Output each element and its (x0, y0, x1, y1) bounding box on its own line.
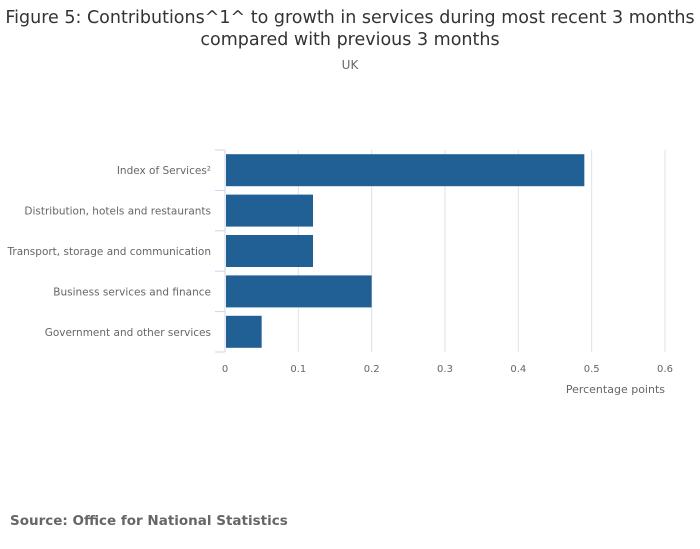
bar (226, 194, 313, 227)
category-label: Business services and finance (53, 286, 211, 298)
x-tick-label: 0.5 (584, 364, 600, 375)
x-tick-label: 0.6 (657, 364, 673, 375)
category-label: Distribution, hotels and restaurants (24, 206, 211, 218)
x-tick-label: 0.3 (437, 364, 453, 375)
chart-title: Figure 5: Contributions^1^ to growth in … (5, 8, 695, 50)
x-tick-label: 0.4 (510, 364, 526, 375)
x-tick-label: 0 (222, 364, 228, 375)
category-label: Index of Services² (117, 165, 211, 177)
x-tick-label: 0.1 (290, 364, 306, 375)
source-note: Source: Office for National Statistics (10, 513, 288, 529)
x-tick-label: 0.2 (364, 364, 380, 375)
category-label: Transport, storage and communication (7, 246, 211, 258)
bar (226, 235, 313, 267)
x-axis-title: Percentage points (566, 383, 665, 396)
bar (226, 154, 585, 187)
category-label: Government and other services (45, 327, 211, 339)
bar (226, 275, 372, 308)
bar (226, 315, 262, 348)
chart-subtitle: UK (341, 58, 359, 72)
